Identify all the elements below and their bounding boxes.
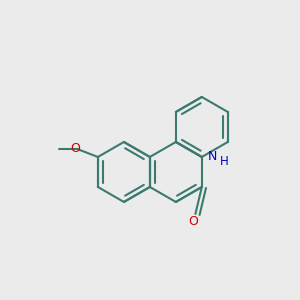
- Text: H: H: [220, 155, 229, 168]
- Text: O: O: [188, 215, 198, 228]
- Text: N: N: [208, 151, 217, 164]
- Text: O: O: [70, 142, 80, 155]
